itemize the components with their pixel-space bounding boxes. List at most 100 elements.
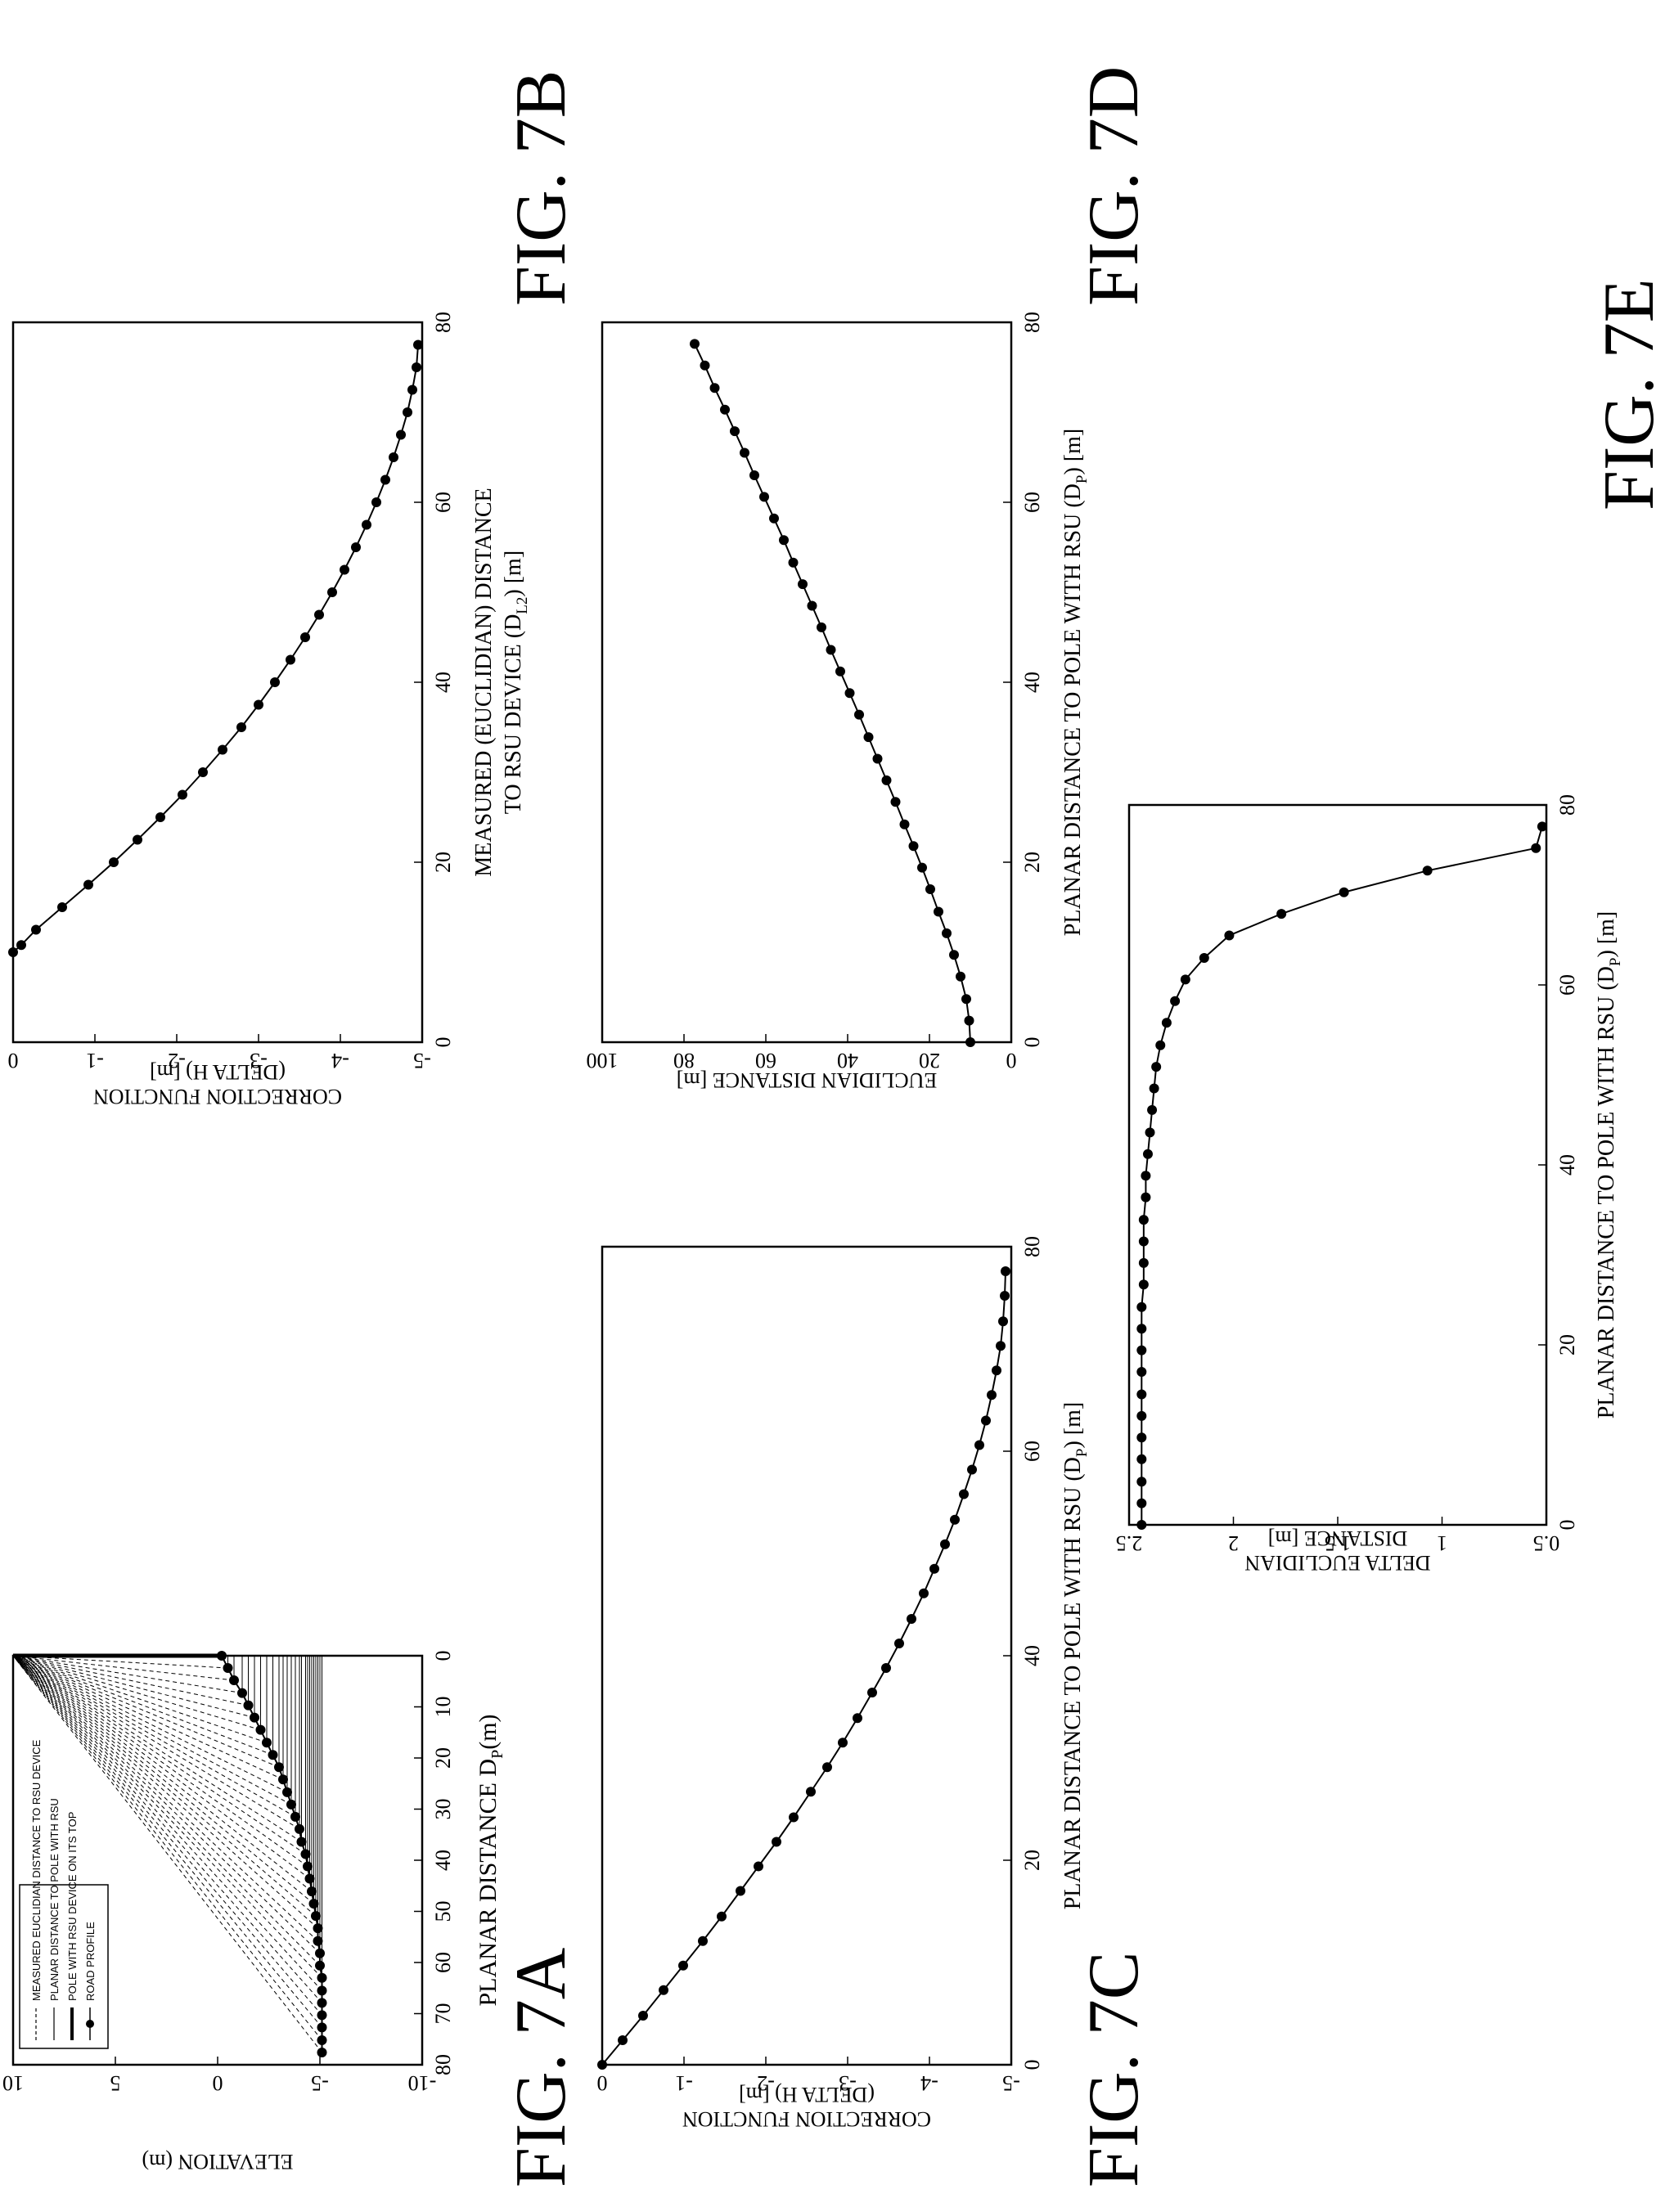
fig-7a-road-profile-point: [300, 1849, 311, 1859]
fig-7a-y-tick-label: -10: [408, 2071, 437, 2095]
fig-7c-data-point: [772, 1837, 781, 1847]
fig-7c-data-point: [806, 1787, 816, 1797]
fig-7a-road-profile-point: [303, 1861, 313, 1872]
fig-7c-data-point: [698, 1936, 708, 1946]
fig-7c-y-tick-label: 0: [597, 2071, 608, 2095]
fig-7e-data-point: [1161, 1018, 1172, 1028]
fig-7a: ELEVATION (m) PLANAR DISTANCE DP(m) MEAS…: [2, 1651, 506, 2174]
fig-7b-x-tick-label: 0: [431, 1037, 455, 1048]
fig-7c-data-point: [822, 1762, 832, 1773]
fig-7a-legend-road: ROAD PROFILE: [84, 1922, 97, 2001]
fig-7a-x-axis-label-tail: (m): [475, 1714, 502, 1749]
fig-7e-data-point: [1136, 1432, 1147, 1443]
fig-7e-data-point: [1136, 1477, 1147, 1487]
fig-7c-data-point: [1001, 1266, 1010, 1276]
fig-7e-x-tick-label: 40: [1555, 1154, 1579, 1176]
fig-7e-y-tick-label: 2.5: [1116, 1531, 1143, 1555]
fig-7a-road-profile-point: [282, 1787, 292, 1797]
fig-7b-data-point: [8, 947, 18, 957]
fig-7b-data-point: [178, 789, 187, 800]
fig-7d-data-point: [934, 906, 943, 917]
fig-7c-data-point: [987, 1390, 997, 1400]
fig-7e-x-tick-label: 0: [1555, 1520, 1579, 1531]
fig-7b-data-point: [396, 429, 406, 440]
fig-7b-data-point: [236, 722, 246, 732]
fig-7a-x-tick-label: 50: [431, 1901, 455, 1922]
fig-7d-data-point: [908, 841, 919, 852]
fig-7d-data-point: [925, 884, 935, 894]
fig-7b-x-axis-label: MEASURED (EUCLIDIAN) DISTANCE: [471, 488, 497, 876]
fig-7e-data-point: [1136, 1454, 1147, 1464]
fig-7e-y-tick-label: 0.5: [1533, 1531, 1560, 1555]
fig-7b-y-tick-label: -3: [250, 1049, 268, 1072]
fig-7a-road-profile-point: [317, 1985, 327, 1996]
fig-7c-x-tick-label: 40: [1020, 1645, 1044, 1666]
fig-7d-caption: FIG. 7D: [1074, 66, 1154, 306]
fig-7a-road-profile-point: [315, 1948, 325, 1958]
fig-7b-x-axis-label-2-tail: ) [m]: [501, 551, 526, 597]
fig-7a-x-tick-label: 70: [431, 2003, 455, 2025]
fig-7c-y-tick-label: -3: [839, 2071, 857, 2095]
fig-7c-data-point: [853, 1713, 862, 1724]
fig-7b-data-point: [16, 940, 26, 951]
fig-7d-data-point: [709, 383, 720, 393]
fig-7c-data-point: [597, 2060, 607, 2070]
fig-7d-x-tick-label: 20: [1020, 852, 1044, 873]
fig-7e-data-point: [1180, 974, 1190, 985]
fig-7a-road-profile-point: [250, 1712, 259, 1723]
fig-7d-data-point: [740, 447, 749, 458]
fig-7d-x-axis-label-main: PLANAR DISTANCE TO POLE WITH RSU (D: [1060, 483, 1086, 936]
fig-7a-road-profile-point: [262, 1738, 272, 1748]
fig-7a-road-profile-point: [286, 1799, 296, 1810]
fig-7b-y-tick-label: 0: [8, 1049, 19, 1072]
fig-7d-data-point: [807, 600, 817, 611]
fig-7a-euclidian-line: [12, 1655, 243, 1694]
fig-7d-data-point: [961, 994, 971, 1005]
fig-7c-y-tick-label: -5: [1002, 2071, 1020, 2095]
fig-7c-y-axis-label-2: (DELTA H) [m]: [739, 2083, 875, 2106]
fig-7b-caption: FIG. 7B: [502, 70, 581, 307]
fig-7a-euclidian-line: [12, 1655, 255, 1719]
fig-7d-data-point: [863, 732, 874, 743]
fig-7a-euclidian-line: [12, 1655, 322, 1979]
fig-7a-euclidian-line: [12, 1655, 321, 1954]
fig-7a-x-tick-label: 10: [431, 1697, 455, 1718]
fig-7d-data-point: [835, 666, 845, 677]
fig-7d-x-tick-label: 40: [1020, 672, 1044, 693]
fig-7a-euclidian-line: [12, 1655, 322, 2016]
fig-7e-data-point: [1136, 1324, 1147, 1334]
fig-7e-data-point: [1155, 1040, 1166, 1050]
fig-7d-y-axis-label: EUCLIDIAN DISTANCE [m]: [677, 1068, 938, 1092]
fig-7c-x-tick-label: 0: [1020, 2060, 1044, 2070]
fig-7a-road-profile-point: [243, 1700, 254, 1711]
fig-7b-data-point: [109, 857, 119, 867]
fig-7e-data-point: [1136, 1389, 1147, 1400]
fig-7b-y-tick-label: -4: [331, 1049, 349, 1072]
fig-7e-x-axis-label-sub: P: [1607, 958, 1624, 967]
fig-7e-data-point: [1138, 1236, 1149, 1247]
fig-7d-data-point: [730, 426, 740, 437]
fig-7a-legend-box: [19, 1884, 109, 2049]
fig-7d-x-tick-label: 80: [1020, 312, 1044, 333]
fig-7b-data-point: [413, 339, 423, 350]
fig-7a-euclidian-line: [12, 1655, 322, 2053]
fig-7d-y-tick-label: 20: [919, 1049, 940, 1072]
fig-7a-road-profile-point: [290, 1811, 300, 1822]
fig-7a-road-profile-point: [296, 1837, 307, 1847]
fig-7b-data-point: [380, 474, 390, 485]
fig-7e-caption: FIG. 7E: [1590, 278, 1669, 510]
fig-7a-road-profile-point: [278, 1774, 288, 1785]
fig-7e-data-point: [1136, 1520, 1147, 1530]
fig-7c-x-tick-label: 60: [1020, 1441, 1044, 1462]
fig-7d-data-point: [956, 971, 965, 982]
fig-7c-data-point: [659, 1985, 668, 1995]
fig-7a-euclidian-line: [12, 1655, 322, 2041]
fig-7e-data-point: [1339, 887, 1349, 897]
fig-7b-data-point: [403, 407, 412, 417]
fig-7c-x-axis-label-sub: P: [1073, 1449, 1091, 1458]
fig-7c-y-tick-label: -1: [675, 2071, 693, 2095]
fig-7a-road-profile-point: [274, 1762, 284, 1773]
fig-7c-data-point: [974, 1440, 984, 1450]
fig-7a-road-profile-point: [237, 1688, 247, 1698]
